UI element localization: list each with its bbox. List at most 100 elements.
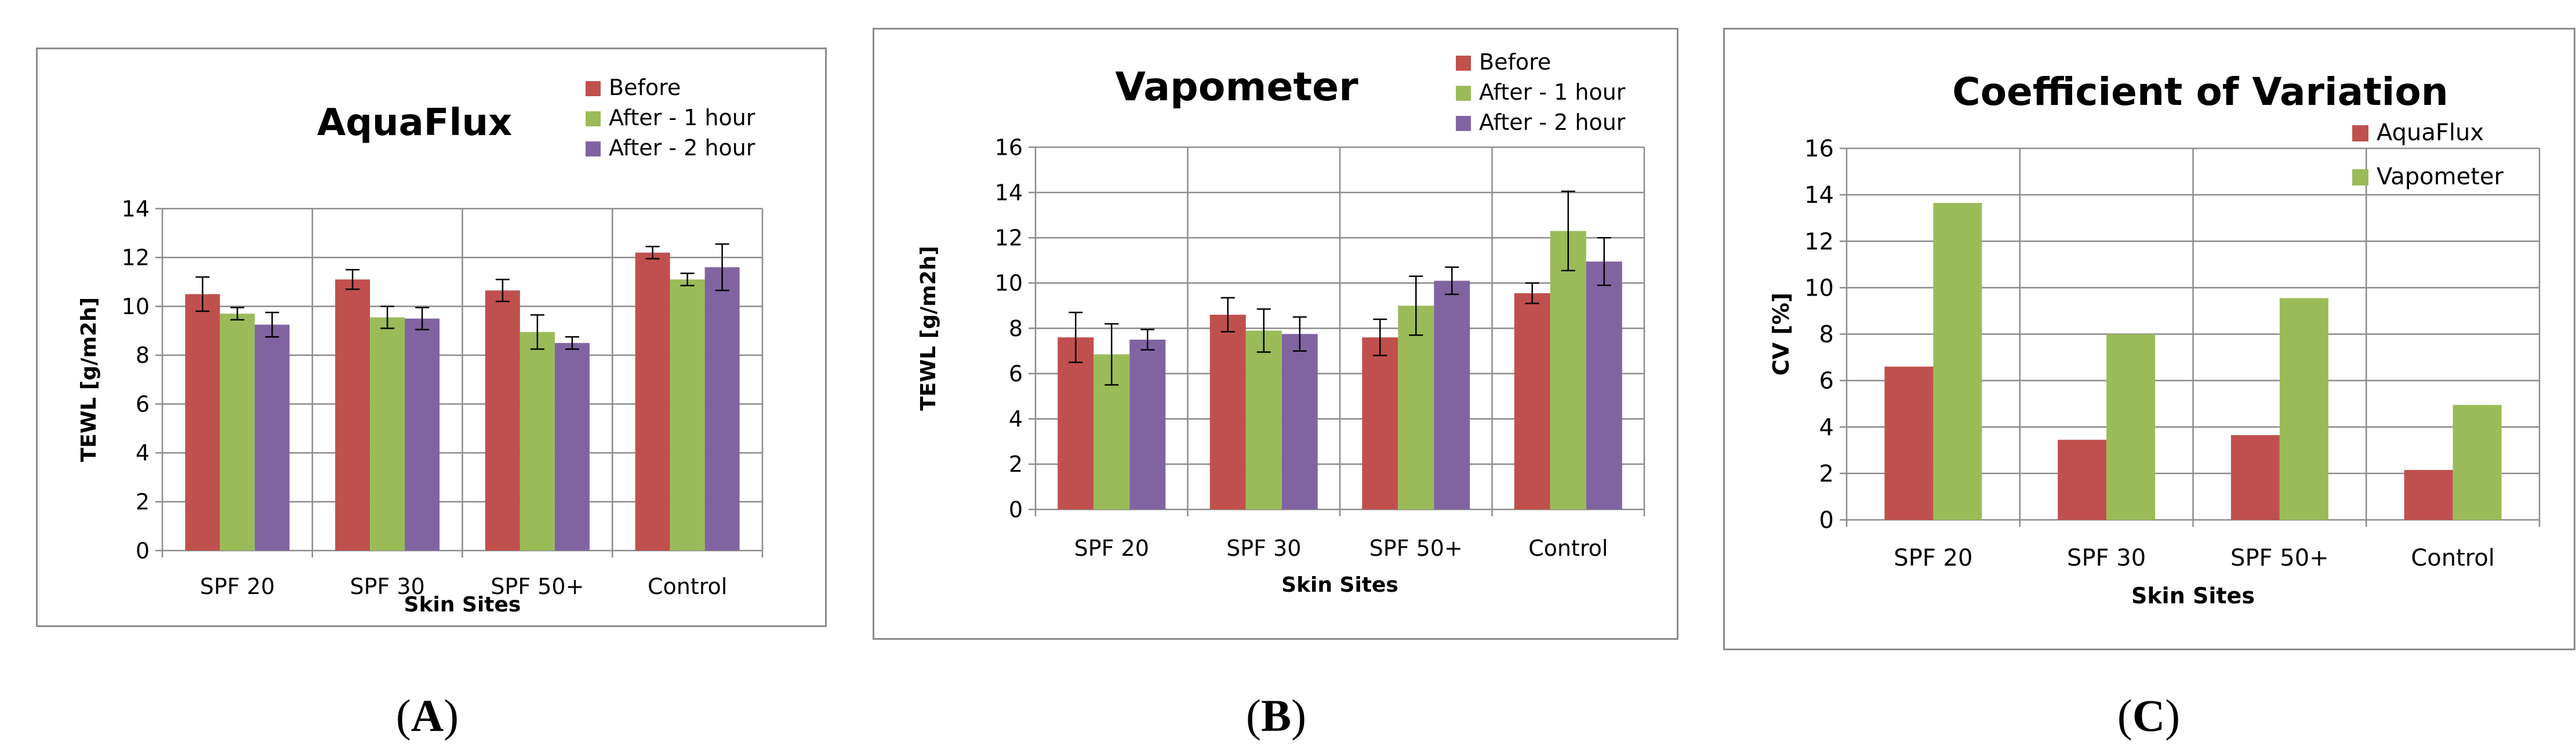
bar-spf-20-after-1-hour	[220, 314, 255, 551]
y-tick-label-2: 2	[136, 489, 150, 515]
y-axis-title: TEWL [g/m2h]	[917, 246, 940, 410]
x-tick-label-spf-50: SPF 50+	[2230, 545, 2329, 571]
panel-label-a: (A)	[395, 690, 459, 741]
bar-control-before	[1514, 293, 1550, 509]
aquaflux-chart: 0 2 4 6 8 10 12 14 SPF 20 SPF 30 SPF 50+ Control Aqu…	[77, 75, 764, 617]
y-tick-label-6: 6	[136, 391, 150, 417]
bar-spf-20-before	[1058, 337, 1094, 509]
bar-spf-20-vapometer	[1933, 203, 1982, 520]
y-tick-label-8: 8	[1009, 316, 1023, 341]
y-tick-label-10: 10	[122, 294, 150, 319]
bar-spf-50-aquaflux	[2230, 435, 2280, 520]
chart-title: Vapometer	[1115, 64, 1358, 110]
vapometer-chart-panel: 0 2 4 6 8 10 12 14 16 SPF 20 SPF 30 SPF 50+ Control V…	[873, 28, 1678, 640]
chart-title: Coefficient of Variation	[1952, 70, 2448, 114]
x-tick-label-spf-20: SPF 20	[200, 574, 275, 599]
legend-swatch-after-1-hour	[586, 111, 601, 126]
legend-swatch-before	[586, 81, 601, 96]
bar-spf-30-after-2-hour	[1281, 334, 1318, 509]
bar-spf-50-after-2-hour	[1434, 281, 1470, 509]
x-tick-label-spf-30: SPF 30	[2067, 545, 2146, 571]
legend-label-after-2-hour: After - 2 hour	[1479, 110, 1626, 135]
bar-spf-50-after-1-hour	[519, 332, 555, 551]
y-tick-label-4: 4	[1819, 414, 1834, 441]
y-axis-title: TEWL [g/m2h]	[77, 297, 101, 462]
bar-control-after-1-hour	[670, 279, 705, 551]
x-axis-title: Skin Sites	[404, 593, 521, 617]
bar-spf-20-before	[185, 294, 220, 551]
bar-spf-30-before	[335, 279, 370, 551]
x-tick-label-spf-50: SPF 50+	[491, 574, 584, 599]
bar-spf-30-before	[1209, 315, 1246, 509]
y-tick-label-12: 12	[995, 225, 1023, 251]
legend-swatch-aquaflux	[2352, 125, 2368, 141]
y-tick-label-0: 0	[1009, 497, 1023, 522]
y-tick-label-4: 4	[1009, 406, 1023, 432]
cv-chart-panel: 0 2 4 6 8 10 12 14 16 SPF 20 SPF 30 SPF 50+ Control C…	[1723, 28, 2575, 650]
y-tick-label-14: 14	[995, 180, 1023, 205]
x-tick-label-spf-20: SPF 20	[1894, 545, 1972, 571]
bar-spf-30-after-2-hour	[405, 318, 440, 551]
y-tick-label-2: 2	[1819, 461, 1834, 487]
chart-title: AquaFlux	[317, 101, 513, 144]
panel-label-c: (C)	[2117, 690, 2181, 741]
bar-control-aquaflux	[2404, 469, 2453, 520]
bar-spf-50-after-1-hour	[1398, 305, 1434, 509]
x-axis-title: Skin Sites	[2131, 583, 2255, 609]
legend-swatch-after-1-hour	[1456, 86, 1471, 101]
legend-swatch-vapometer	[2352, 169, 2368, 185]
y-tick-label-8: 8	[136, 343, 150, 368]
bar-spf-50-before	[1362, 337, 1398, 509]
y-tick-label-0: 0	[136, 538, 150, 563]
bar-control-vapometer	[2453, 405, 2502, 520]
bar-control-before	[635, 252, 670, 551]
legend-label-after-1-hour: After - 1 hour	[609, 105, 755, 130]
bar-spf-30-vapometer	[2106, 334, 2156, 520]
bar-spf-30-after-1-hour	[1245, 330, 1282, 509]
x-tick-label-spf-50: SPF 50+	[1369, 536, 1463, 561]
bar-spf-20-aquaflux	[1884, 366, 1934, 520]
x-tick-label-spf-30: SPF 30	[1226, 536, 1301, 561]
y-tick-label-12: 12	[122, 245, 150, 271]
x-tick-label-spf-30: SPF 30	[350, 574, 424, 599]
y-tick-label-12: 12	[1804, 228, 1834, 255]
bar-spf-30-aquaflux	[2058, 439, 2107, 520]
y-tick-label-16: 16	[1804, 136, 1834, 162]
y-axis-title: CV [%]	[1768, 293, 1794, 376]
x-tick-label-control: Control	[1528, 536, 1608, 561]
y-tick-label-6: 6	[1819, 368, 1834, 395]
bar-spf-20-after-2-hour	[255, 325, 290, 551]
vapometer-chart: 0 2 4 6 8 10 12 14 16 SPF 20 SPF 30 SPF 50+ Control V…	[917, 49, 1645, 597]
bar-spf-30-after-1-hour	[370, 317, 405, 551]
bar-spf-50-before	[485, 290, 520, 551]
y-tick-label-14: 14	[1804, 182, 1834, 209]
legend-swatch-after-2-hour	[1456, 116, 1471, 131]
legend-label-aquaflux: AquaFlux	[2377, 119, 2484, 146]
legend-swatch-after-2-hour	[586, 141, 601, 156]
legend-label-before: Before	[609, 75, 681, 100]
y-tick-label-16: 16	[995, 134, 1023, 160]
bar-control-after-2-hour	[1586, 261, 1622, 509]
y-tick-label-8: 8	[1819, 322, 1834, 348]
cv-chart: 0 2 4 6 8 10 12 14 16 SPF 20 SPF 30 SPF 50+ Control C…	[1768, 70, 2541, 609]
legend-label-after-1-hour: After - 1 hour	[1479, 79, 1626, 105]
legend-swatch-before	[1456, 56, 1471, 71]
x-tick-label-control: Control	[648, 574, 727, 599]
bar-spf-50-vapometer	[2279, 298, 2328, 520]
y-tick-label-6: 6	[1009, 361, 1023, 387]
y-tick-label-2: 2	[1009, 451, 1023, 477]
y-tick-label-10: 10	[1804, 275, 1834, 301]
y-tick-label-10: 10	[995, 271, 1023, 296]
bar-control-after-2-hour	[704, 267, 740, 551]
x-axis-title: Skin Sites	[1281, 573, 1398, 597]
legend-label-after-2-hour: After - 2 hour	[609, 135, 755, 161]
bar-control-after-1-hour	[1550, 231, 1586, 509]
legend-label-before: Before	[1479, 49, 1551, 75]
bar-spf-50-after-2-hour	[554, 343, 590, 551]
panel-label-b: (B)	[1246, 690, 1306, 741]
y-tick-label-0: 0	[1819, 507, 1834, 534]
x-tick-label-control: Control	[2411, 545, 2495, 571]
y-tick-label-14: 14	[122, 196, 150, 221]
bar-spf-20-after-2-hour	[1129, 340, 1166, 509]
aquaflux-chart-panel: 0 2 4 6 8 10 12 14 SPF 20 SPF 30 SPF 50+ Control Aqu…	[36, 48, 827, 627]
